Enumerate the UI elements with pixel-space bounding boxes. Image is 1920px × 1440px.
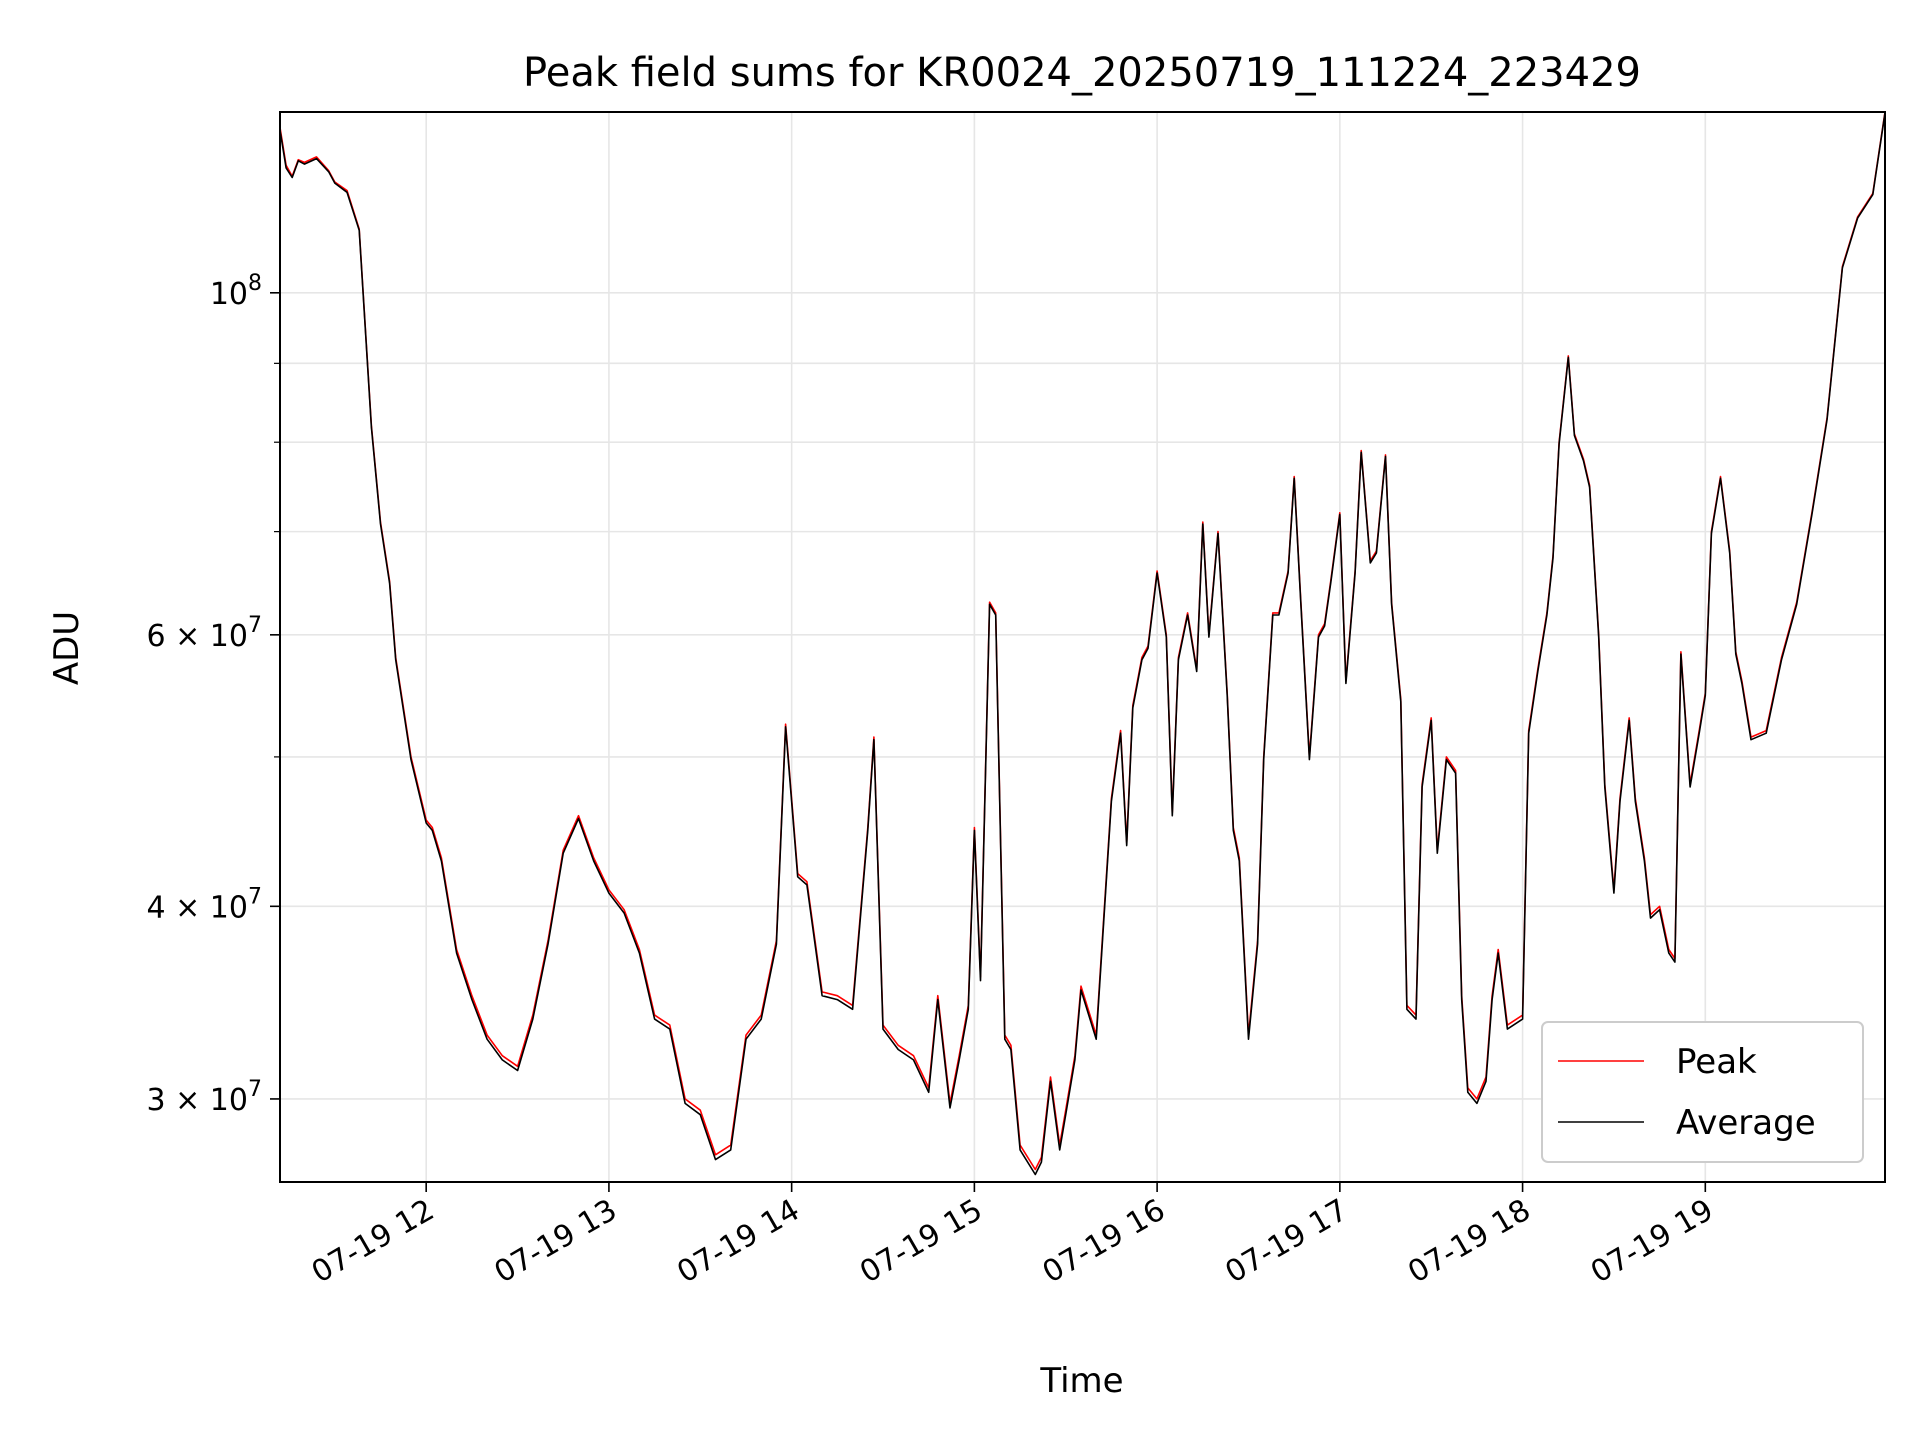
legend-label-average: Average bbox=[1676, 1103, 1816, 1143]
legend-label-peak: Peak bbox=[1676, 1042, 1757, 1082]
y-tick-label: 4 × 107 bbox=[147, 884, 262, 925]
x-axis-label: Time bbox=[1039, 1361, 1123, 1401]
y-axis-label: ADU bbox=[47, 611, 87, 685]
series-layer bbox=[279, 111, 1886, 1176]
y-tick-label: 3 × 107 bbox=[147, 1077, 262, 1118]
y-axis-ticks: 3 × 107 4 × 107 6 × 107 108 bbox=[147, 271, 280, 1118]
legend-box bbox=[1541, 1021, 1864, 1163]
y-tick-label: 6 × 107 bbox=[147, 613, 262, 654]
grid bbox=[280, 112, 1885, 1182]
legend: Peak Average bbox=[1541, 1021, 1864, 1163]
chart-title: Peak field sums for KR0024_20250719_1112… bbox=[523, 50, 1641, 96]
plot-frame bbox=[279, 111, 1886, 1183]
y-tick-label: 108 bbox=[210, 271, 262, 312]
series-line-average bbox=[279, 112, 1886, 1176]
